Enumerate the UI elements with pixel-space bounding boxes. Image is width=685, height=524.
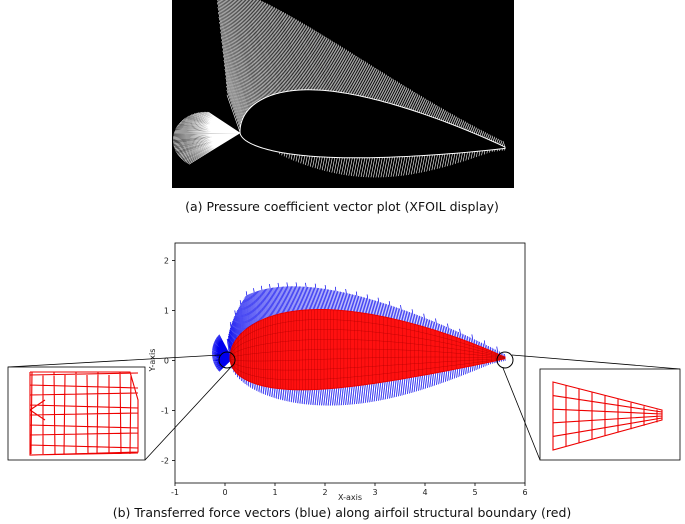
force-vectors (211, 282, 506, 406)
airfoil (239, 89, 506, 159)
zoom-line (502, 367, 541, 461)
x-tick-label: 0 (222, 488, 227, 497)
inset-trailing-edge (539, 368, 681, 461)
pressure-plot (172, 0, 506, 178)
y-axis-label: Y-axis (148, 349, 157, 373)
y-tick-label: 1 (164, 307, 169, 316)
zoom-line (144, 365, 233, 461)
inset-meshes (29, 371, 663, 456)
zoom-line (511, 354, 681, 370)
x-tick-label: 5 (472, 488, 477, 497)
zoom-line (7, 354, 221, 368)
zoom-circle (218, 351, 236, 369)
x-tick-label: 2 (322, 488, 327, 497)
inset-mesh (29, 371, 139, 456)
x-tick-label: 4 (422, 488, 427, 497)
structural-mesh (229, 309, 506, 390)
x-tick-label: 6 (522, 488, 527, 497)
caption-a: (a) Pressure coefficient vector plot (XF… (185, 199, 499, 214)
y-tick-label: 2 (164, 257, 169, 266)
y-tick-label: -2 (161, 457, 169, 466)
force-plot: -1 0 1 2 3 4 5 6 -2 -1 0 1 2 (161, 257, 528, 498)
caption-b: (b) Transferred force vectors (blue) alo… (113, 505, 572, 520)
x-axis-label: X-axis (338, 493, 362, 502)
x-tick-label: -1 (171, 488, 179, 497)
y-tick-label: 0 (164, 357, 169, 366)
x-tick-label: 3 (372, 488, 377, 497)
inset-mesh (552, 381, 663, 451)
pressure-vectors (172, 0, 506, 178)
y-tick-label: -1 (161, 407, 169, 416)
zoom-circle (496, 351, 514, 369)
x-tick-label: 1 (272, 488, 277, 497)
